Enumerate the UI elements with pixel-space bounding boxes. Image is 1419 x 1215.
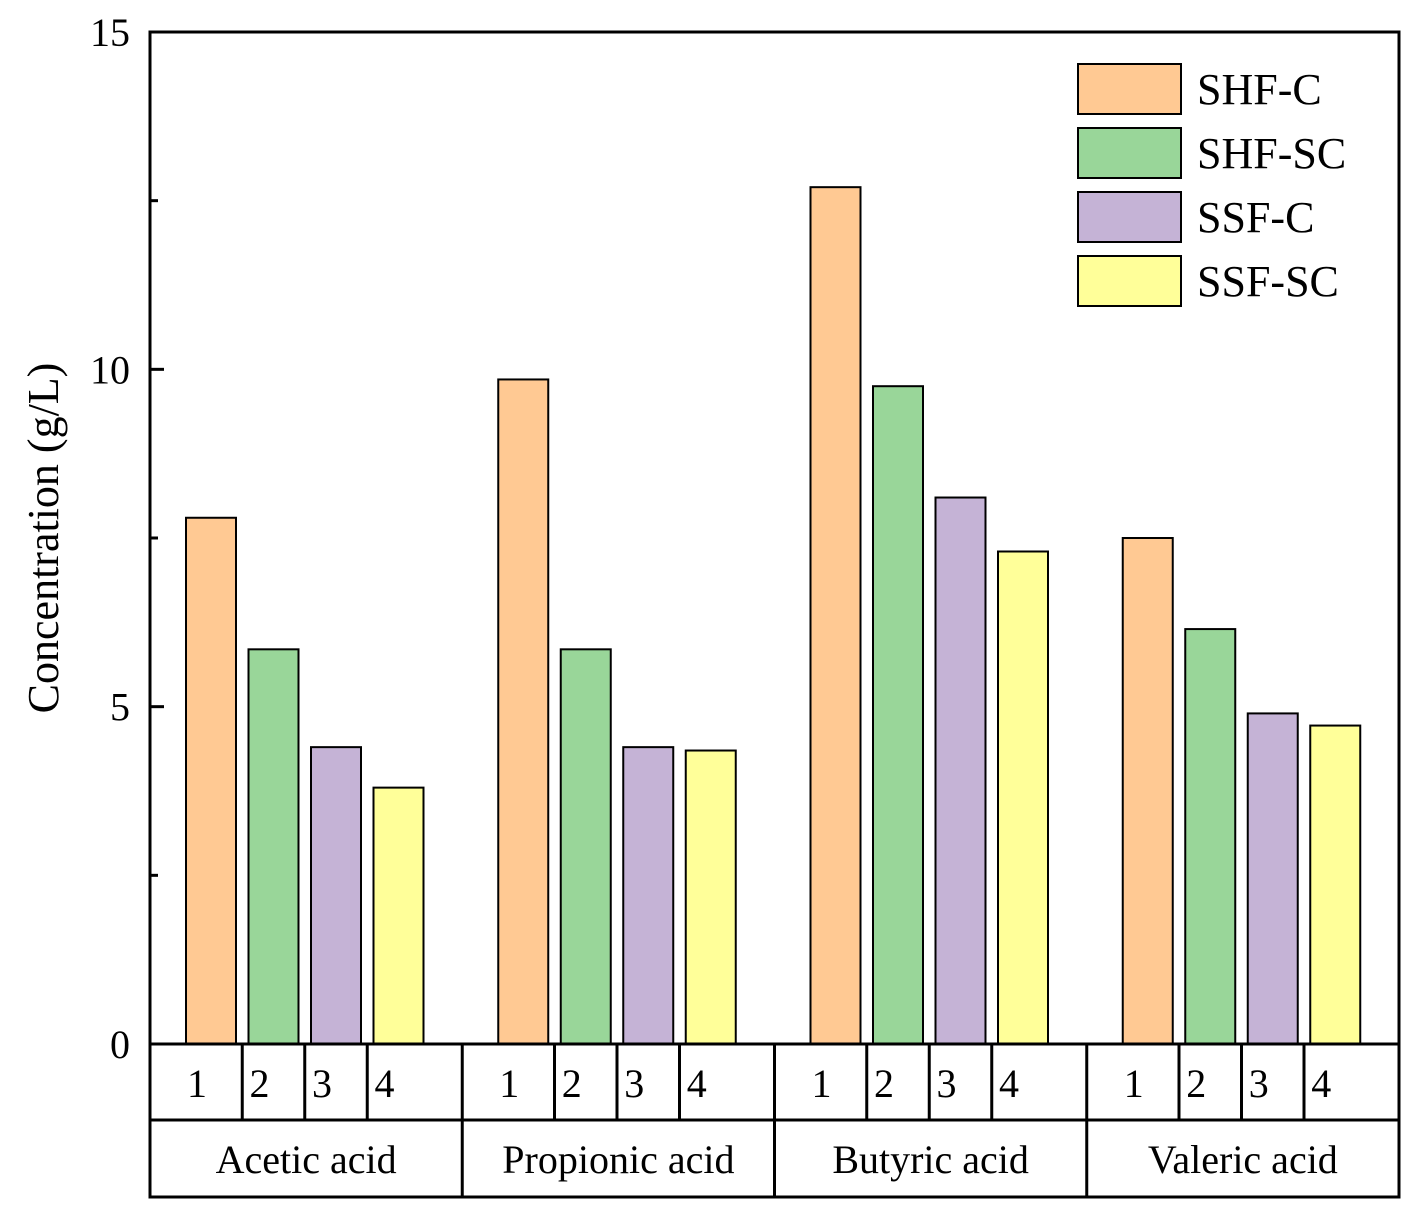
legend-label-ssf-sc: SSF-SC [1197,257,1339,306]
bar-butyric-acid-ssf-sc [997,550,1049,1045]
legend-label-ssf-c: SSF-C [1197,193,1314,242]
bar-acetic-acid-ssf-sc [372,786,425,1045]
subcategory-label: 4 [375,1061,395,1106]
bar-propionic-acid-shf-c [497,378,550,1046]
y-tick-label: 10 [90,347,130,392]
group-label: Valeric acid [1148,1137,1338,1182]
bars-layer [185,186,1362,1046]
bar-valeric-acid-shf-sc [1184,628,1237,1046]
bar-propionic-acid-ssf-sc [684,749,737,1046]
bar-acetic-acid-shf-sc [247,648,300,1045]
group-label: Butyric acid [832,1137,1029,1182]
subcategory-label: 1 [499,1061,519,1106]
subcategory-label: 3 [312,1061,332,1106]
bar-valeric-acid-shf-c [1121,537,1174,1045]
y-axis: 0 5 10 15 [90,10,164,1067]
subcategory-label: 3 [624,1061,644,1106]
subcategory-label: 2 [250,1061,270,1106]
legend-label-shf-c: SHF-C [1197,65,1322,114]
subcategory-label: 2 [562,1061,582,1106]
legend-label-shf-sc: SHF-SC [1197,129,1346,178]
subcategory-label: 2 [1186,1061,1206,1106]
bar-butyric-acid-shf-sc [872,385,924,1045]
legend-swatch-shf-c [1077,63,1182,115]
subcategory-label: 3 [1249,1061,1269,1106]
legend-swatch-shf-sc [1077,127,1182,179]
bar-propionic-acid-ssf-c [622,746,675,1045]
legend: SHF-C SHF-SC SSF-C SSF-SC [1077,63,1346,307]
y-tick-label: 5 [110,685,130,730]
bar-valeric-acid-ssf-c [1246,712,1299,1045]
bar-propionic-acid-shf-sc [559,648,612,1045]
subcategory-label: 1 [187,1061,207,1106]
subcategory-label: 1 [1124,1061,1144,1106]
subcategory-label: 4 [1311,1061,1331,1106]
subcategory-label: 2 [874,1061,894,1106]
bar-acetic-acid-shf-c [185,516,237,1045]
bar-valeric-acid-ssf-sc [1309,724,1362,1045]
y-axis-label: Concentration (g/L) [19,363,68,714]
subcategory-label: 1 [812,1061,832,1106]
group-label: Propionic acid [502,1137,734,1182]
y-tick-label: 15 [90,10,130,55]
bar-butyric-acid-ssf-c [934,496,987,1045]
subcategory-label: 4 [687,1061,707,1106]
bar-butyric-acid-shf-c [809,186,862,1045]
group-label: Acetic acid [216,1137,397,1182]
y-tick-label: 0 [110,1022,130,1067]
legend-swatch-ssf-c [1077,191,1182,243]
bar-acetic-acid-ssf-c [310,746,362,1045]
subcategory-label: 3 [937,1061,957,1106]
legend-swatch-ssf-sc [1077,255,1182,307]
subcategory-label: 4 [999,1061,1019,1106]
